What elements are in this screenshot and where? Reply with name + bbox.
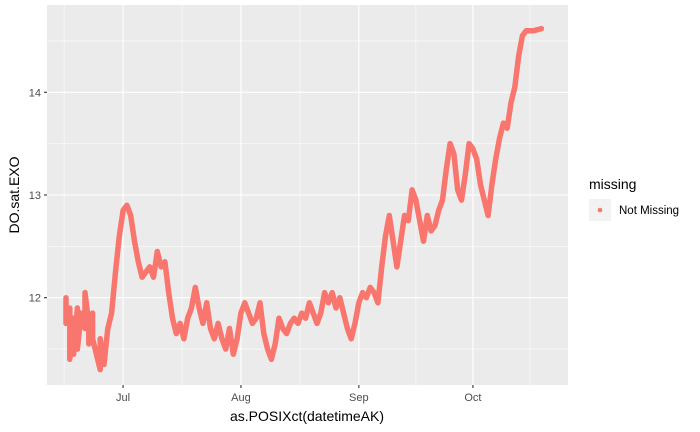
- x-axis: Jul Aug Sep Oct: [116, 385, 481, 404]
- y-tick-label: 12: [29, 293, 41, 305]
- data-series-line: [63, 25, 545, 373]
- x-tick-label: Aug: [231, 392, 251, 404]
- y-axis: 12 13 14: [29, 87, 47, 305]
- x-axis-title: as.POSIXct(datetimeAK): [230, 408, 384, 424]
- legend-label: Not Missing: [619, 205, 679, 217]
- x-tick-label: Sep: [349, 392, 369, 404]
- y-tick-label: 14: [29, 87, 41, 99]
- series-layer: [63, 25, 545, 373]
- legend-key-point: [597, 207, 603, 213]
- y-tick-label: 13: [29, 190, 41, 202]
- y-axis-title: DO.sat.EXO: [6, 156, 22, 233]
- x-tick-label: Jul: [116, 392, 130, 404]
- legend: missing Not Missing: [589, 176, 679, 221]
- x-tick-label: Oct: [464, 392, 481, 404]
- legend-title: missing: [589, 176, 636, 192]
